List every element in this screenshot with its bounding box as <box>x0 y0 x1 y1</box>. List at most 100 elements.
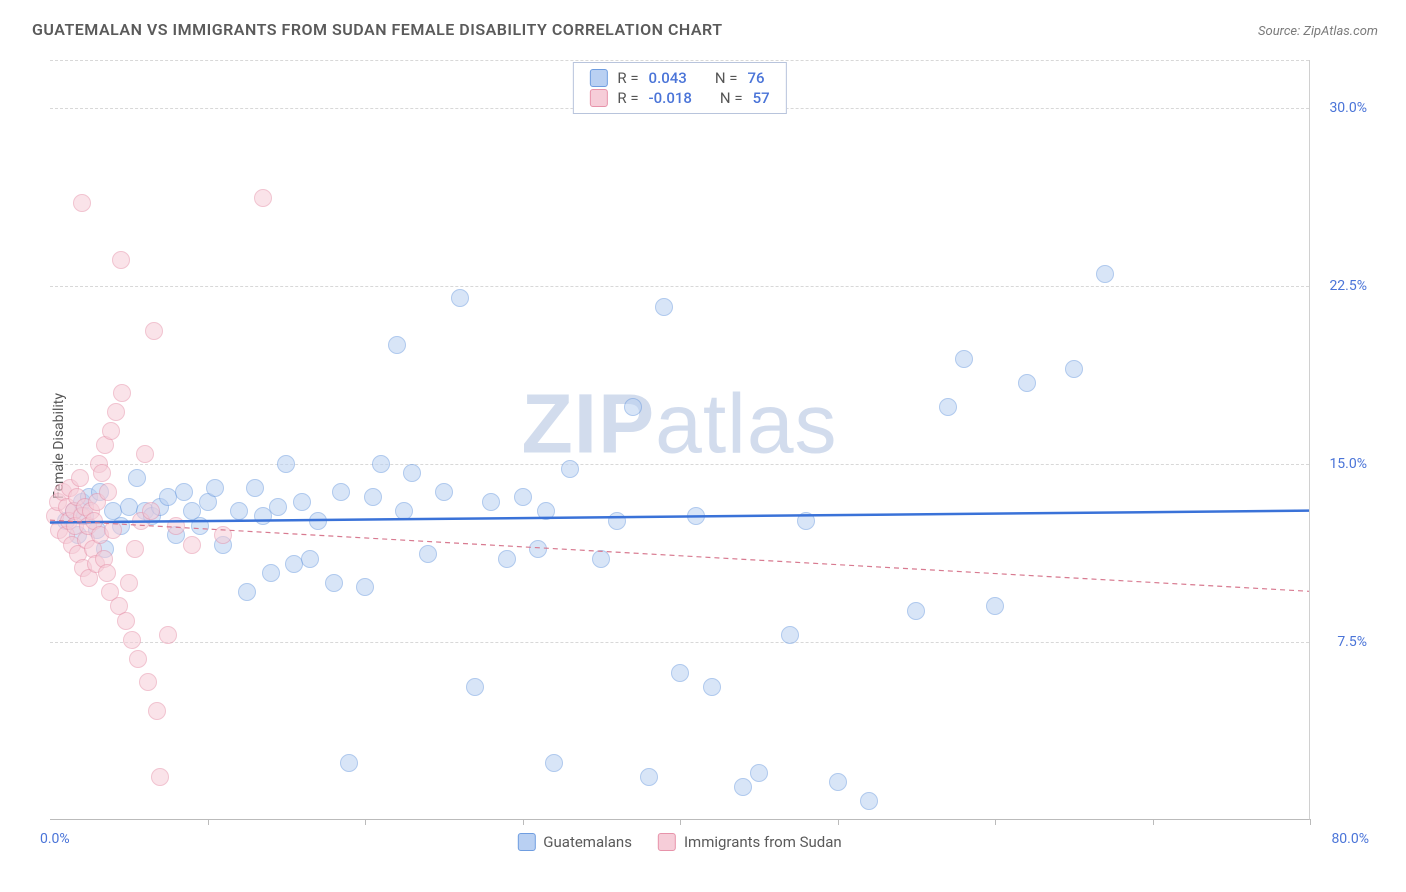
scatter-point-guatemalans <box>860 792 878 810</box>
x-tick <box>838 819 839 825</box>
x-tick <box>995 819 996 825</box>
stats-n-label: N = <box>720 89 743 107</box>
swatch-series-0 <box>589 69 607 87</box>
legend-item-0: Guatemalans <box>517 833 632 851</box>
scatter-point-guatemalans <box>246 479 264 497</box>
scatter-point-sudan <box>129 650 147 668</box>
stats-legend-box: R = 0.043 N = 76 R = -0.018 N = 57 <box>572 62 786 114</box>
y-tick-label: 15.0% <box>1329 456 1367 472</box>
scatter-point-guatemalans <box>482 493 500 511</box>
scatter-point-guatemalans <box>277 455 295 473</box>
scatter-point-guatemalans <box>671 664 689 682</box>
scatter-point-guatemalans <box>309 512 327 530</box>
legend-item-1: Immigrants from Sudan <box>658 833 842 851</box>
scatter-point-guatemalans <box>325 574 343 592</box>
scatter-point-sudan <box>126 540 144 558</box>
scatter-point-guatemalans <box>687 507 705 525</box>
scatter-point-guatemalans <box>955 350 973 368</box>
scatter-point-guatemalans <box>608 512 626 530</box>
scatter-point-guatemalans <box>293 493 311 511</box>
scatter-point-guatemalans <box>561 460 579 478</box>
scatter-point-guatemalans <box>191 517 209 535</box>
scatter-points-layer <box>50 60 1309 819</box>
scatter-point-guatemalans <box>372 455 390 473</box>
scatter-point-sudan <box>139 673 157 691</box>
scatter-point-sudan <box>71 469 89 487</box>
stats-r-value-1: -0.018 <box>649 89 692 107</box>
scatter-point-guatemalans <box>262 564 280 582</box>
scatter-point-guatemalans <box>128 469 146 487</box>
swatch-series-1 <box>589 89 607 107</box>
x-tick <box>1310 819 1311 825</box>
y-tick-label: 7.5% <box>1337 634 1367 650</box>
scatter-point-guatemalans <box>175 483 193 501</box>
scatter-point-guatemalans <box>624 398 642 416</box>
scatter-point-guatemalans <box>1096 265 1114 283</box>
stats-n-value-0: 76 <box>747 69 764 87</box>
x-tick <box>208 819 209 825</box>
scatter-point-guatemalans <box>356 578 374 596</box>
scatter-point-guatemalans <box>545 754 563 772</box>
stats-row-series-0: R = 0.043 N = 76 <box>589 69 769 87</box>
scatter-point-sudan <box>112 251 130 269</box>
scatter-point-sudan <box>113 384 131 402</box>
scatter-point-sudan <box>107 403 125 421</box>
scatter-point-guatemalans <box>206 479 224 497</box>
scatter-point-guatemalans <box>592 550 610 568</box>
scatter-point-guatemalans <box>254 507 272 525</box>
scatter-point-sudan <box>151 768 169 786</box>
stats-row-series-1: R = -0.018 N = 57 <box>589 89 769 107</box>
stats-r-label: R = <box>617 89 638 107</box>
scatter-point-guatemalans <box>797 512 815 530</box>
scatter-point-guatemalans <box>939 398 957 416</box>
scatter-point-sudan <box>123 631 141 649</box>
scatter-point-sudan <box>254 189 272 207</box>
scatter-point-guatemalans <box>781 626 799 644</box>
scatter-point-sudan <box>98 564 116 582</box>
scatter-point-guatemalans <box>435 483 453 501</box>
y-tick-label: 30.0% <box>1329 100 1367 116</box>
y-tick-label: 22.5% <box>1329 278 1367 294</box>
scatter-point-sudan <box>145 322 163 340</box>
stats-r-label: R = <box>617 69 638 87</box>
scatter-point-guatemalans <box>514 488 532 506</box>
scatter-point-guatemalans <box>750 764 768 782</box>
scatter-point-sudan <box>148 702 166 720</box>
x-axis-max-label: 80.0% <box>1331 831 1369 847</box>
scatter-point-guatemalans <box>269 498 287 516</box>
x-tick <box>680 819 681 825</box>
scatter-point-guatemalans <box>703 678 721 696</box>
scatter-point-sudan <box>102 422 120 440</box>
scatter-point-guatemalans <box>451 289 469 307</box>
scatter-point-guatemalans <box>498 550 516 568</box>
plot-area: ZIPatlas 7.5%15.0%22.5%30.0% 0.0% 80.0% … <box>50 60 1310 820</box>
scatter-point-sudan <box>120 574 138 592</box>
scatter-point-guatemalans <box>332 483 350 501</box>
bottom-legend: Guatemalans Immigrants from Sudan <box>517 833 841 851</box>
scatter-point-sudan <box>214 526 232 544</box>
legend-swatch-0 <box>517 833 535 851</box>
scatter-point-guatemalans <box>907 602 925 620</box>
scatter-point-guatemalans <box>419 545 437 563</box>
scatter-point-sudan <box>167 517 185 535</box>
scatter-point-sudan <box>136 445 154 463</box>
scatter-point-guatemalans <box>230 502 248 520</box>
stats-r-value-0: 0.043 <box>649 69 687 87</box>
scatter-point-guatemalans <box>388 336 406 354</box>
scatter-point-guatemalans <box>537 502 555 520</box>
x-tick <box>523 819 524 825</box>
scatter-point-sudan <box>159 626 177 644</box>
scatter-point-sudan <box>93 464 111 482</box>
stats-n-label: N = <box>715 69 738 87</box>
stats-n-value-1: 57 <box>753 89 770 107</box>
scatter-point-guatemalans <box>655 298 673 316</box>
scatter-point-guatemalans <box>238 583 256 601</box>
x-tick <box>365 819 366 825</box>
scatter-point-sudan <box>183 536 201 554</box>
scatter-point-sudan <box>142 502 160 520</box>
chart-title: GUATEMALAN VS IMMIGRANTS FROM SUDAN FEMA… <box>32 20 723 39</box>
scatter-point-guatemalans <box>364 488 382 506</box>
scatter-point-guatemalans <box>1065 360 1083 378</box>
scatter-point-sudan <box>104 521 122 539</box>
scatter-point-guatemalans <box>529 540 547 558</box>
